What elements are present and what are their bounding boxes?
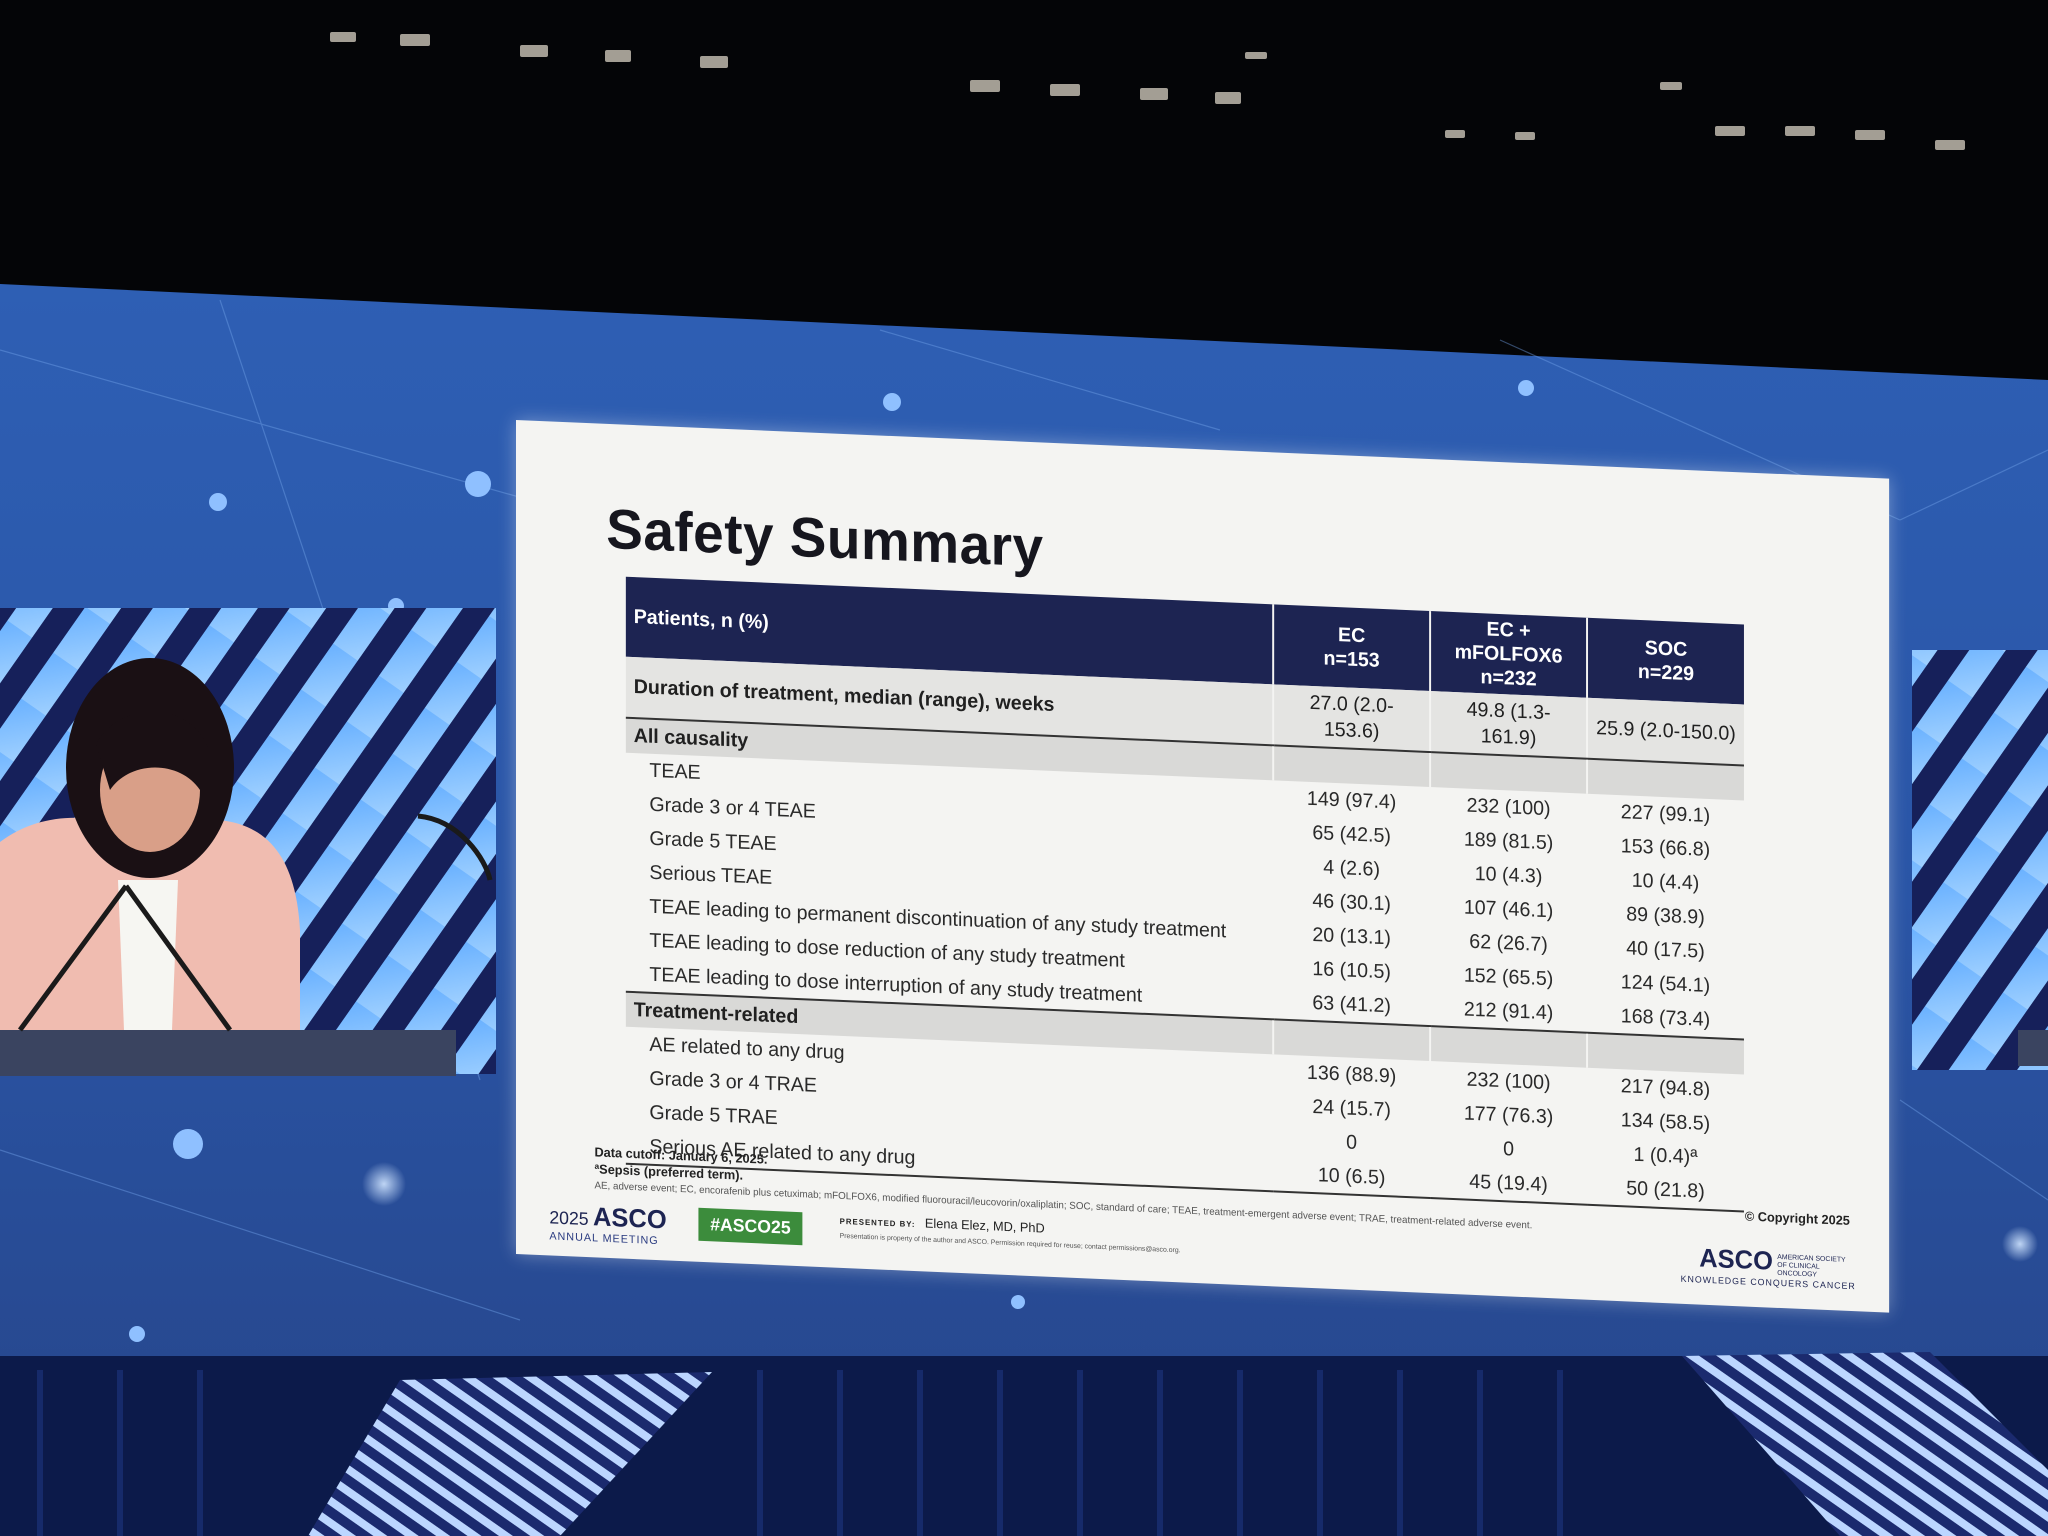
asco-society-logo: ASCO AMERICAN SOCIETY OF CLINICAL ONCOLO… (1680, 1242, 1856, 1292)
stage-curtain (0, 1352, 2048, 1536)
header-col-ec-mfolfox6: EC + mFOLFOX6 n=232 (1430, 611, 1588, 698)
speaker-figure (0, 658, 300, 1030)
left-video-panel (0, 608, 496, 1076)
ceiling-lights (330, 32, 1965, 150)
property-note: Presentation is property of the author a… (839, 1232, 1181, 1255)
asco-annual-meeting-logo: 2025 ASCO ANNUAL MEETING (549, 1201, 667, 1248)
presenter-name: Elena Elez, MD, PhD (924, 1215, 1045, 1236)
hashtag-badge: #ASCO25 (698, 1207, 803, 1246)
cell-value: 49.8 (1.3-161.9) (1430, 691, 1588, 759)
cell-value: 27.0 (2.0-153.6) (1273, 684, 1431, 753)
right-video-panel (1912, 650, 2048, 1070)
presentation-slide: Safety Summary Patients, n (%) EC n=153 … (516, 420, 1890, 1313)
safety-summary-table: Patients, n (%) EC n=153 EC + mFOLFOX6 n… (625, 576, 1744, 1213)
header-col-soc: SOC n=229 (1587, 617, 1744, 705)
presenter-credit: PRESENTED BY: Elena Elez, MD, PhD Presen… (839, 1215, 1181, 1255)
slide-title: Safety Summary (606, 496, 1044, 579)
cell-value: 25.9 (2.0-150.0) (1587, 697, 1744, 766)
header-col-ec: EC n=153 (1273, 604, 1431, 692)
microphone-stand (17, 813, 493, 1032)
